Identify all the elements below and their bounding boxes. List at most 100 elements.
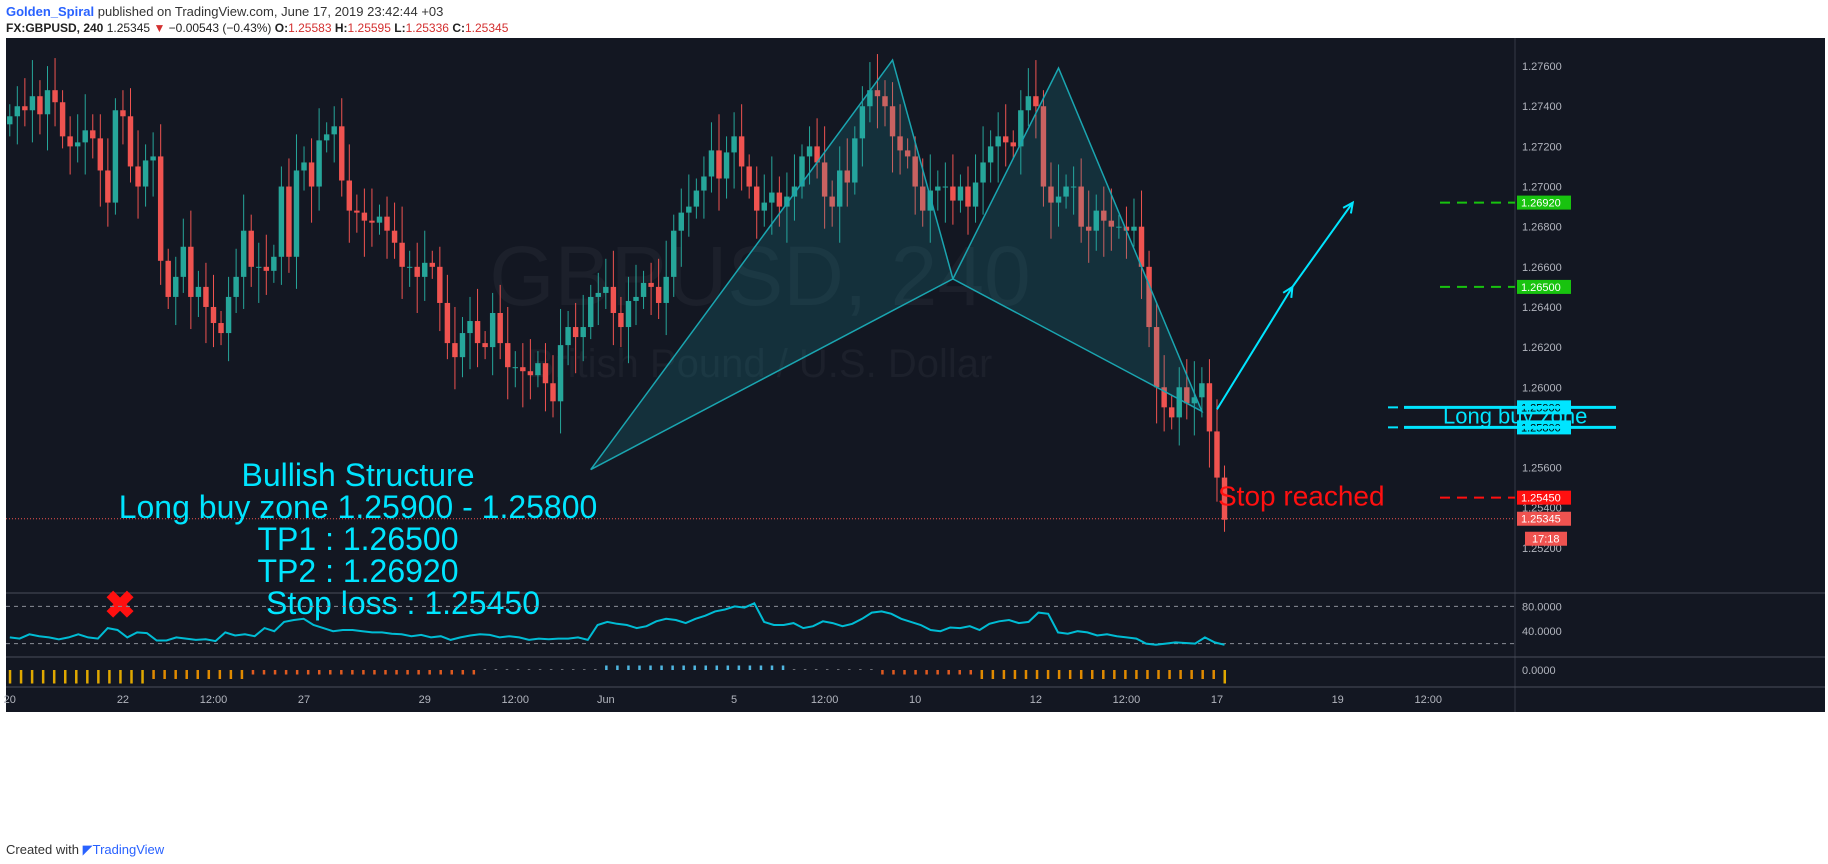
- histogram-bar: [1223, 670, 1227, 684]
- candle-body: [565, 327, 571, 346]
- time-tick-label: 12: [1030, 694, 1042, 706]
- histogram-bar: [759, 665, 763, 670]
- histogram-bar: [925, 670, 928, 675]
- publish-header: Golden_Spiral published on TradingView.c…: [6, 4, 443, 19]
- candle-body: [603, 286, 609, 293]
- histogram-bar: [417, 670, 420, 675]
- histogram-bar: [870, 669, 873, 670]
- candle-body: [74, 142, 81, 147]
- time-tick-label: 22: [117, 694, 129, 706]
- price-tick-label: 1.27200: [1522, 141, 1562, 153]
- candle-body: [520, 367, 526, 372]
- candle-body: [346, 180, 353, 211]
- candle-body: [1199, 383, 1205, 398]
- candle-body: [1206, 383, 1213, 432]
- histogram-bar: [770, 665, 774, 670]
- histogram-bar: [317, 670, 321, 675]
- time-tick-label: 5: [731, 694, 737, 706]
- candle-body: [339, 126, 345, 181]
- candle-body: [248, 230, 254, 267]
- tradingview-logo-icon[interactable]: ◤: [82, 842, 93, 857]
- level-price-tag: [1517, 490, 1571, 505]
- histogram-bar: [1179, 670, 1182, 679]
- candle-body: [987, 146, 994, 163]
- candle-body: [686, 206, 692, 213]
- price-tick-label: 1.27000: [1522, 182, 1562, 194]
- candle-body: [308, 162, 315, 187]
- close-value: 1.25345: [464, 21, 509, 35]
- pattern-triangle-bcd: [951, 66, 1204, 413]
- histogram-bar: [1024, 670, 1028, 679]
- candle-body: [399, 242, 405, 267]
- histogram-bar: [505, 669, 509, 670]
- histogram-bar: [273, 670, 277, 675]
- candle-body: [188, 246, 194, 297]
- histogram-bar: [19, 670, 23, 684]
- candle-body: [633, 296, 639, 301]
- histogram-bar: [1190, 670, 1193, 679]
- histogram-bar: [185, 670, 188, 679]
- symbol-label[interactable]: FX:GBPUSD, 240: [6, 21, 104, 35]
- candle-body: [142, 160, 149, 187]
- candle-body: [852, 138, 858, 183]
- buy-zone-label: Long buy zone: [1443, 403, 1587, 428]
- candle-body: [1108, 220, 1115, 227]
- candle-body: [271, 256, 277, 271]
- histogram-bar: [362, 670, 365, 675]
- candle-body: [580, 327, 586, 338]
- candle-body: [1048, 186, 1054, 203]
- author-link[interactable]: Golden_Spiral: [6, 4, 95, 19]
- histogram-bar: [86, 670, 89, 684]
- candle-body: [912, 156, 918, 187]
- candle-body: [535, 363, 541, 376]
- candle-body: [738, 136, 745, 167]
- time-tick-label: 12:00: [502, 694, 530, 706]
- histogram-bar: [792, 669, 796, 670]
- candle-body: [361, 212, 368, 221]
- histogram-bar: [748, 665, 752, 670]
- candle-body: [444, 302, 451, 344]
- histogram-bar: [450, 670, 453, 675]
- watermark-symbol: GBPUSD, 240: [489, 229, 1031, 323]
- histogram-bar: [329, 670, 332, 675]
- plot-background: [6, 38, 1515, 712]
- histogram-bar: [8, 670, 12, 684]
- candle-body: [59, 102, 66, 137]
- low-label: L:: [394, 21, 406, 35]
- histogram-bar: [594, 669, 597, 670]
- candle-body: [821, 162, 828, 197]
- candle-body: [927, 190, 933, 211]
- histogram-bar: [262, 670, 266, 675]
- close-label: C:: [452, 21, 465, 35]
- time-tick-label: 12:00: [811, 694, 839, 706]
- candle-body: [7, 116, 13, 125]
- histogram-bar: [903, 670, 906, 675]
- candle-body: [950, 186, 956, 201]
- candle-body: [716, 150, 722, 179]
- candle-body: [173, 276, 179, 297]
- candle-body: [904, 150, 911, 157]
- histogram-bar: [991, 670, 995, 679]
- candle-body: [920, 186, 926, 211]
- candle-body: [527, 371, 534, 376]
- candle-body: [595, 292, 601, 297]
- candle-body: [655, 286, 662, 303]
- structure-text-line: Long buy zone 1.25900 - 1.25800: [119, 489, 598, 525]
- pattern-triangle-xab: [590, 58, 954, 471]
- high-label: H:: [334, 21, 348, 35]
- last-price-label: 1.25345: [1521, 514, 1561, 526]
- candle-body: [331, 126, 337, 135]
- bar-timer-label: 17:18: [1532, 534, 1560, 546]
- candle-body: [1153, 327, 1160, 388]
- tradingview-brand[interactable]: TradingView: [92, 842, 165, 857]
- histogram-bar: [704, 665, 707, 670]
- candle-body: [1168, 407, 1175, 418]
- time-tick-label: 12:00: [1113, 694, 1141, 706]
- low-value: 1.25336: [405, 21, 449, 35]
- histogram-bar: [527, 669, 531, 670]
- candle-body: [1123, 226, 1130, 231]
- candle-body: [791, 186, 798, 197]
- histogram-tick-label: 0.0000: [1522, 665, 1556, 677]
- chart-area[interactable]: GBPUSD, 240 British Pound / U.S. Dollar 1.…: [0, 0, 1828, 840]
- histogram-bar: [439, 670, 442, 675]
